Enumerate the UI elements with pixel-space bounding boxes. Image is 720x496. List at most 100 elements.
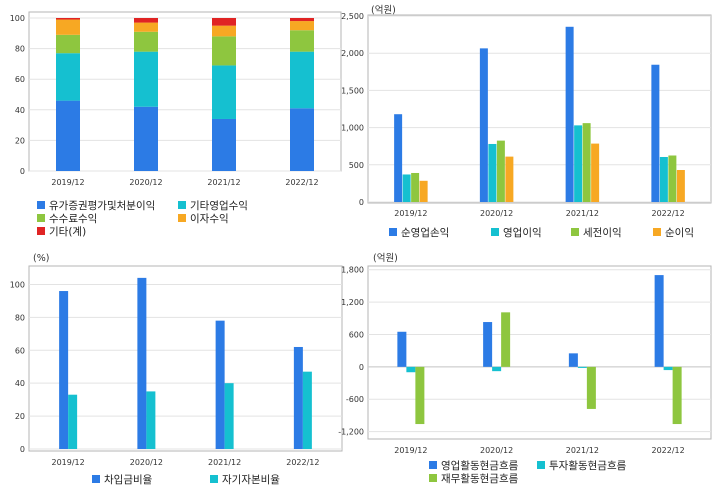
- legend-swatch: [92, 475, 100, 483]
- bar: [565, 26, 574, 203]
- bar-segment: [134, 106, 158, 171]
- legend-swatch: [653, 228, 661, 236]
- y-tick-label: 0: [359, 198, 364, 207]
- bar-segment: [56, 53, 80, 101]
- bar-segment: [56, 100, 80, 171]
- legend-swatch: [571, 228, 579, 236]
- legend: 차입금비율 자기자본비율: [92, 473, 280, 486]
- bar-segment: [134, 51, 158, 107]
- x-tick-label: 2022/12: [652, 446, 685, 455]
- bar: [586, 366, 596, 409]
- legend-swatch: [537, 461, 545, 469]
- bar: [492, 366, 502, 372]
- x-tick-label: 2020/12: [480, 209, 513, 218]
- chart-3: 0 20 40 60 80 100 (%) 2019/12 2020/12 2021/12 2022…: [10, 253, 343, 486]
- legend: 순영업손익 영업이익 세전이익 순이익: [389, 226, 694, 239]
- plot-frame: [28, 265, 343, 452]
- chart-2: 0 500 1,000 1,500 2,000 2,500 (억원) 2019/12 2020/…: [341, 4, 712, 239]
- y-tick-label: 1,500: [341, 86, 364, 95]
- x-tick-label: 2019/12: [394, 209, 427, 218]
- bar: [411, 172, 420, 202]
- legend-label: 이자수익: [190, 213, 229, 225]
- y-tick-label: 100: [10, 14, 25, 23]
- bar: [397, 331, 407, 367]
- bar: [501, 312, 511, 367]
- legend-label: 기타영업수익: [190, 199, 248, 212]
- chart-4: -1,200 -600 0 600 1,200 1,800 (억원) 2019/12 2020/…: [338, 252, 712, 485]
- y-tick-label: 2,000: [341, 49, 364, 58]
- y-tick-label: 40: [15, 106, 25, 115]
- legend-label: 수수료수익: [49, 213, 97, 225]
- x-tick-label: 2019/12: [51, 178, 84, 187]
- bar-segment: [56, 34, 80, 54]
- legend-label: 자기자본비율: [222, 474, 280, 486]
- legend-swatch: [210, 475, 218, 483]
- legend-label: 차입금비율: [104, 473, 153, 486]
- unit-label: (억원): [373, 252, 398, 264]
- bar: [302, 371, 312, 449]
- legend-swatch: [429, 461, 437, 469]
- legend-swatch: [429, 474, 437, 482]
- x-tick-label: 2022/12: [285, 178, 318, 187]
- x-tick-label: 2022/12: [286, 458, 319, 467]
- bar: [574, 125, 583, 202]
- y-tick-label: 1,000: [341, 124, 364, 133]
- bar-segment: [56, 18, 80, 20]
- y-tick-label: 80: [15, 45, 25, 54]
- bar: [293, 346, 303, 449]
- bar: [651, 64, 660, 203]
- x-tick-label: 2022/12: [652, 209, 685, 218]
- y-tick-label: 40: [15, 379, 25, 388]
- y-tick-label: 0: [20, 167, 25, 176]
- unit-label: (억원): [371, 4, 396, 16]
- legend-label: 영업활동현금흐름: [441, 459, 519, 472]
- legend-label: 유가증권평가및처분이익: [49, 200, 155, 212]
- bar-segment: [134, 22, 158, 32]
- y-tick-label: 0: [359, 363, 364, 372]
- y-tick-label: -1,200: [338, 428, 364, 437]
- y-tick-label: 600: [349, 330, 364, 339]
- legend-label: 세전이익: [583, 227, 622, 239]
- bar: [672, 366, 682, 425]
- bar: [659, 156, 668, 202]
- x-tick-label: 2020/12: [480, 446, 513, 455]
- legend-label: 순이익: [665, 227, 694, 239]
- x-tick-label: 2021/12: [207, 178, 240, 187]
- plot-frame: [367, 14, 712, 204]
- bar: [568, 353, 578, 367]
- legend-swatch: [37, 214, 45, 222]
- bar: [577, 366, 587, 368]
- y-tick-label: 1,800: [341, 266, 364, 275]
- y-tick-label: 1,200: [341, 298, 364, 307]
- y-tick-label: 100: [10, 280, 25, 289]
- legend-label: 순영업손익: [401, 226, 449, 239]
- bar: [406, 366, 416, 373]
- bar-segment: [290, 30, 314, 52]
- bar: [676, 170, 685, 202]
- x-tick-label: 2020/12: [129, 178, 162, 187]
- bar-segment: [290, 21, 314, 31]
- legend-label: 기타(계): [49, 226, 86, 238]
- legend-swatch: [389, 228, 397, 236]
- bar-segment: [212, 25, 236, 37]
- y-tick-label: 20: [15, 136, 25, 145]
- unit-label: (%): [33, 253, 49, 264]
- bar: [663, 366, 673, 371]
- y-tick-label: -600: [346, 395, 364, 404]
- bar: [483, 322, 493, 367]
- legend-label: 투자활동현금흐름: [549, 459, 627, 472]
- y-tick-label: 60: [15, 75, 25, 84]
- y-tick-label: 2,500: [341, 12, 364, 21]
- bar: [224, 383, 234, 449]
- y-tick-label: 80: [15, 313, 25, 322]
- bar: [146, 391, 156, 449]
- bar: [415, 366, 425, 425]
- plot-frame: [28, 11, 342, 172]
- chart-1: 0 20 40 60 80 100 2019/12 2020/12 2021/12 2022/12…: [10, 11, 342, 238]
- bar-segment: [212, 118, 236, 171]
- x-tick-label: 2020/12: [130, 458, 163, 467]
- bar: [137, 277, 147, 449]
